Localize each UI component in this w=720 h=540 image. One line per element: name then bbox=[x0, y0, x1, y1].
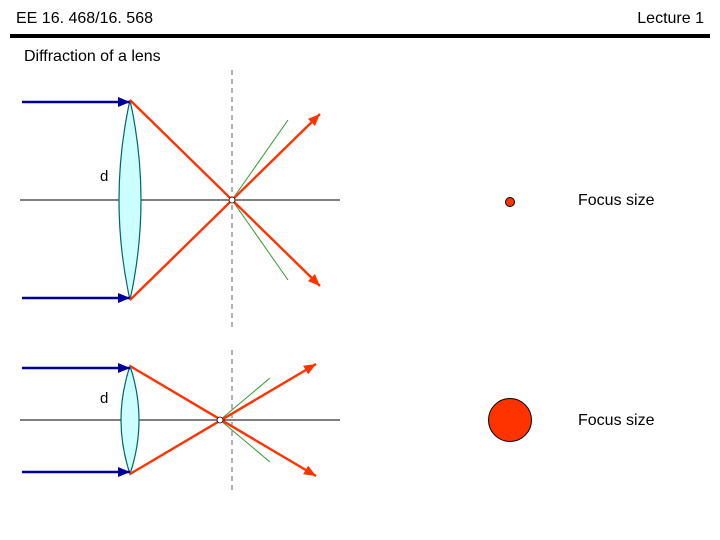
focus-size-label-2: Focus size bbox=[578, 412, 654, 430]
aperture-label-d-2: d bbox=[100, 390, 108, 407]
course-code: EE 16. 468/16. 568 bbox=[16, 10, 153, 28]
lecture-number: Lecture 1 bbox=[637, 10, 704, 28]
aperture-label-d-1: d bbox=[100, 168, 108, 185]
diagram-area: d d Focus size Focus size bbox=[0, 70, 720, 540]
focus-spot-large bbox=[488, 398, 532, 442]
ray-diagram-svg bbox=[0, 70, 720, 540]
focus-size-label-1: Focus size bbox=[578, 192, 654, 210]
slide-title: Diffraction of a lens bbox=[0, 38, 720, 66]
focus-spot-small bbox=[505, 197, 515, 207]
